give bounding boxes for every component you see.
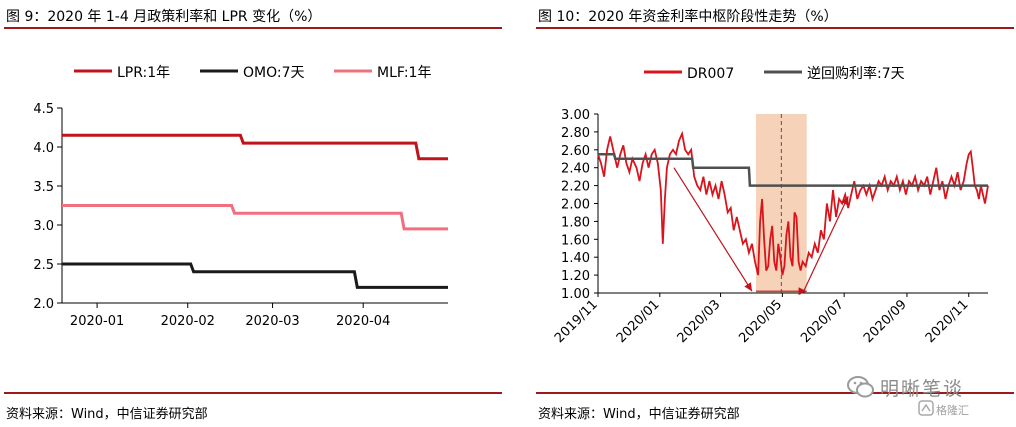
- x-tick-label: 2020-02: [161, 314, 215, 329]
- figure-10-source: 资料来源：Wind，中信证券研究部: [538, 407, 740, 422]
- y-tick-label: 1.60: [561, 233, 590, 248]
- watermark: 明晰笔谈 格隆汇: [846, 372, 1006, 422]
- wechat-icon: [847, 376, 874, 398]
- legend-label: LPR:1年: [117, 65, 170, 81]
- legend-label: DR007: [687, 66, 734, 82]
- y-tick-label: 3.00: [561, 108, 590, 123]
- x-tick-label: 2020/11: [923, 297, 972, 346]
- watermark-name: 明晰笔谈: [880, 378, 965, 400]
- source-rule: [4, 392, 502, 394]
- source-rule: [536, 392, 1014, 394]
- title-rule: [4, 27, 502, 29]
- legend-label: OMO:7天: [243, 65, 305, 81]
- x-tick-label: 2020/01: [614, 297, 663, 346]
- y-tick-label: 3.5: [33, 180, 54, 195]
- x-tick-label: 2020/07: [798, 297, 847, 346]
- figure-9-source: 资料来源：Wind，中信证券研究部: [6, 407, 208, 422]
- series-line-reverse-repo: [598, 153, 988, 187]
- series-line: [62, 204, 448, 231]
- y-tick-label: 3.0: [33, 219, 54, 234]
- figure-10-title: 图 10：2020 年资金利率中枢阶段性走势（%）: [538, 9, 838, 25]
- trend-arrow-line: [803, 196, 849, 292]
- watermark-sub: 格隆汇: [936, 404, 969, 417]
- legend-label: MLF:1年: [377, 65, 431, 81]
- x-tick-label: 2019/11: [552, 297, 601, 346]
- x-tick-label: 2020-03: [245, 314, 299, 329]
- figure-9-title: 图 9：2020 年 1-4 月政策利率和 LPR 变化（%）: [6, 9, 322, 25]
- y-tick-label: 1.20: [561, 269, 590, 284]
- trend-arrow-head: [744, 282, 752, 292]
- x-tick-label: 2020-04: [336, 314, 390, 329]
- y-tick-label: 2.60: [561, 144, 590, 159]
- series-line: [62, 133, 448, 161]
- figure-9-panel: 图 9：2020 年 1-4 月政策利率和 LPR 变化（%） LPR:1年 OM…: [4, 9, 502, 422]
- y-tick-label: 2.5: [33, 258, 54, 273]
- figure-9-chart: LPR:1年 OMO:7天 MLF:1年 2.0 2.5 3.0 3.5 4.0 4.5 2020…: [33, 65, 448, 329]
- x-tick-label: 2020/09: [861, 297, 910, 346]
- series-line: [62, 262, 448, 289]
- x-tick-label: 2020/03: [675, 297, 724, 346]
- y-tick-label: 1.00: [561, 287, 590, 302]
- trend-arrow-line: [673, 167, 753, 292]
- series-line-dr007: [597, 130, 989, 276]
- y-tick-label: 1.40: [561, 251, 590, 266]
- x-tick-label: 2020/05: [736, 297, 785, 346]
- y-tick-label: 2.20: [561, 180, 590, 195]
- trend-arrow-head: [798, 287, 807, 296]
- y-tick-label: 1.80: [561, 215, 590, 230]
- y-tick-label: 2.00: [561, 198, 590, 213]
- hub-logo-icon: [918, 400, 934, 416]
- trend-arrow-head: [841, 196, 849, 206]
- figure-10-panel: 图 10：2020 年资金利率中枢阶段性走势（%） DR007 逆回购利率:7天 1…: [532, 0, 1016, 427]
- y-tick-label: 2.80: [561, 126, 590, 141]
- x-tick-label: 2020-01: [70, 314, 124, 329]
- y-tick-label: 4.5: [33, 102, 54, 117]
- figure-10-chart: DR007 逆回购利率:7天 1.00 1.20 1.40 1.60 1.80 2.00 2.2…: [552, 65, 989, 346]
- legend-label: 逆回购利率:7天: [807, 65, 905, 82]
- y-tick-label: 2.40: [561, 162, 590, 177]
- title-rule: [536, 27, 1014, 29]
- y-tick-label: 4.0: [33, 141, 54, 156]
- y-tick-label: 2.0: [33, 297, 54, 312]
